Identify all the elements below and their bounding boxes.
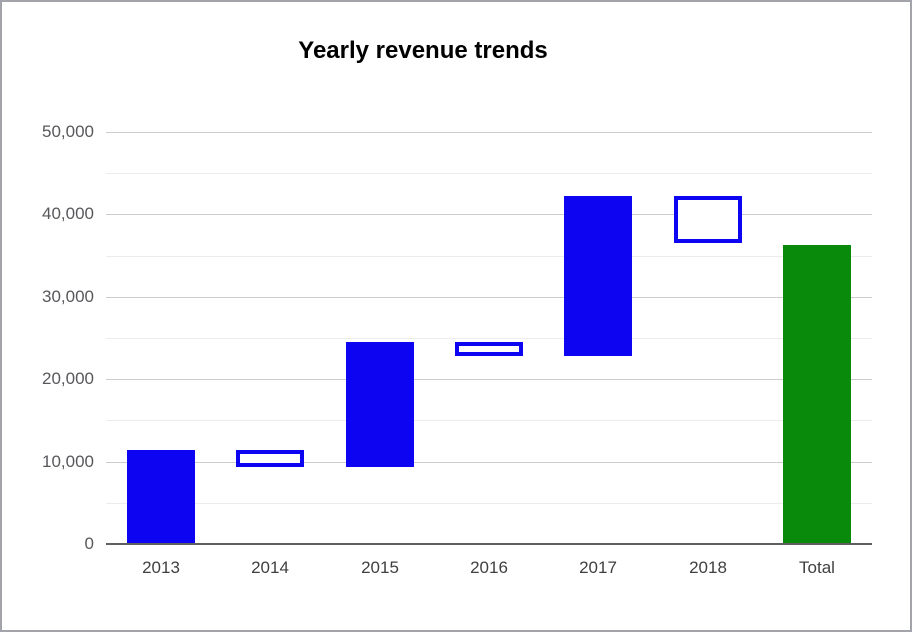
minor-gridline [106,420,872,421]
major-gridline [106,297,872,298]
y-axis-tick-label: 20,000 [42,369,94,388]
x-axis-category-label: 2015 [361,558,399,577]
minor-gridline [106,503,872,504]
x-axis-category-label: 2016 [470,558,508,577]
waterfall-bar-2017[interactable] [564,196,632,356]
waterfall-bar-2018[interactable] [674,196,742,243]
y-axis-tick-label: 50,000 [42,122,94,141]
x-axis-category-label: Total [799,558,835,577]
waterfall-bar-2014[interactable] [236,450,304,467]
x-axis-baseline [106,543,872,545]
waterfall-bar-2016[interactable] [455,342,523,356]
chart-title: Yearly revenue trends [298,37,548,64]
minor-gridline [106,256,872,257]
waterfall-bar-total[interactable] [783,245,851,544]
x-axis-category-label: 2018 [689,558,727,577]
minor-gridline [106,173,872,174]
y-axis-tick-label: 40,000 [42,204,94,223]
waterfall-bar-2015[interactable] [346,342,414,467]
major-gridline [106,379,872,380]
y-axis-tick-label: 10,000 [42,452,94,471]
x-axis-category-label: 2017 [579,558,617,577]
waterfall-bar-2013[interactable] [127,450,195,544]
minor-gridline [106,338,872,339]
x-axis-category-label: 2014 [251,558,289,577]
major-gridline [106,132,872,133]
y-axis-tick-label: 0 [84,534,94,553]
x-axis-category-label: 2013 [142,558,180,577]
y-axis-tick-label: 30,000 [42,287,94,306]
major-gridline [106,214,872,215]
major-gridline [106,462,872,463]
